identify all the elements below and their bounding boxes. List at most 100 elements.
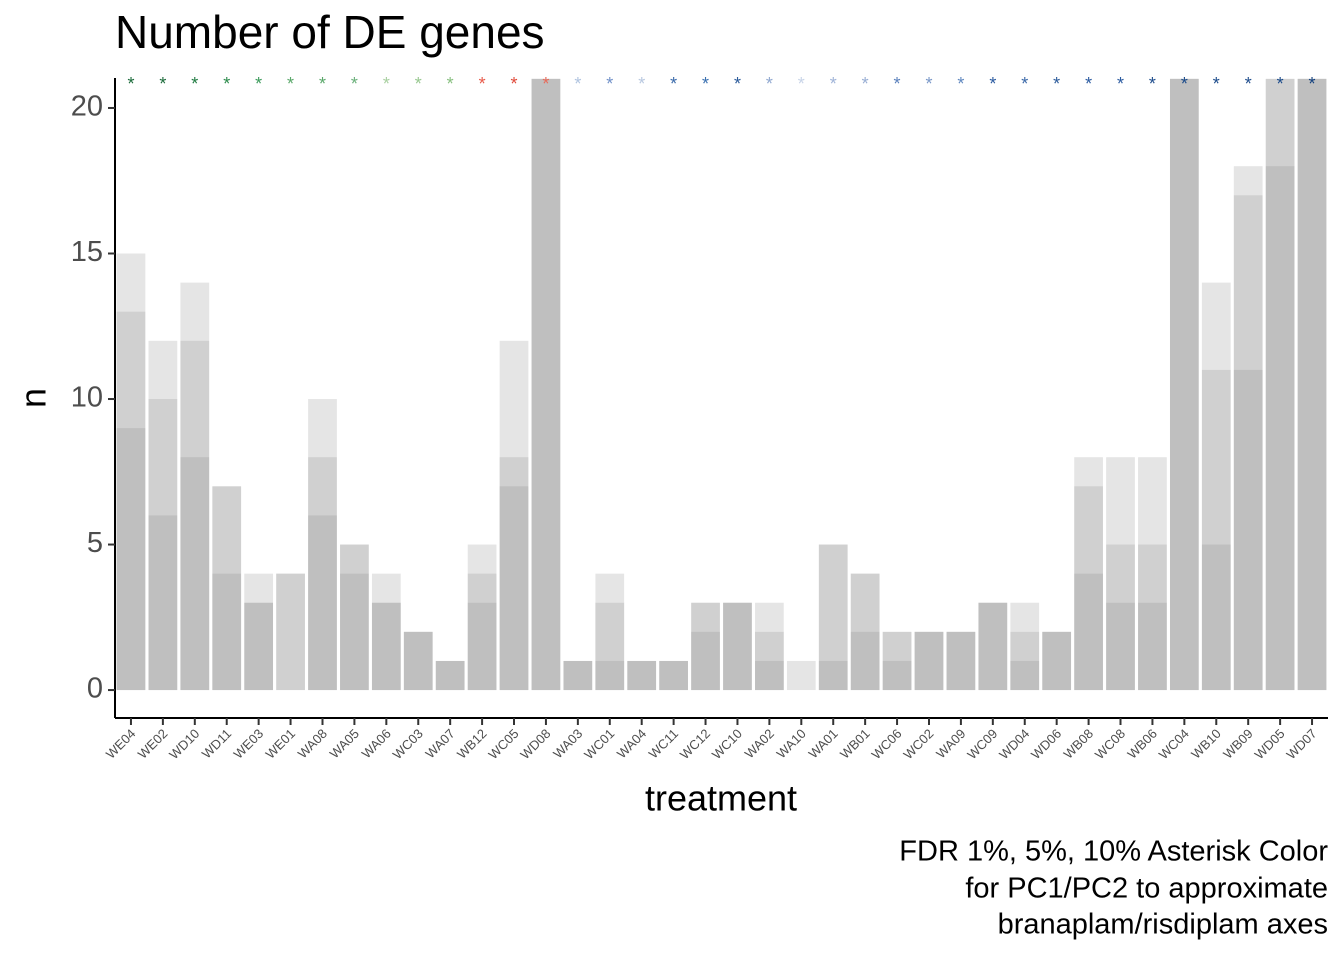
bar xyxy=(116,311,146,691)
bar xyxy=(435,660,465,691)
asterisk: * xyxy=(1053,74,1060,94)
bar xyxy=(212,573,242,691)
bar xyxy=(180,340,210,691)
bar xyxy=(882,660,912,691)
bar xyxy=(371,573,401,691)
bar xyxy=(1074,573,1103,691)
bar xyxy=(244,602,274,691)
x-tick-label: WD06 xyxy=(1028,726,1064,762)
x-tick-label: WB06 xyxy=(1124,726,1160,762)
x-tick-label: WA05 xyxy=(327,726,362,761)
bar xyxy=(1106,457,1135,691)
bar xyxy=(1169,78,1199,691)
bar xyxy=(371,602,401,691)
bar xyxy=(371,602,401,691)
asterisk: * xyxy=(574,74,581,94)
asterisk: * xyxy=(447,74,454,94)
bar xyxy=(850,573,880,691)
bar xyxy=(531,78,561,691)
x-tick-label: WA03 xyxy=(550,726,585,761)
asterisk: * xyxy=(989,74,996,94)
bar xyxy=(818,660,848,691)
bar xyxy=(308,457,337,691)
x-tick-label: WD04 xyxy=(996,726,1032,762)
bar xyxy=(786,660,816,691)
x-tick-label: WC05 xyxy=(485,726,521,762)
bar xyxy=(1169,78,1199,691)
bar xyxy=(212,486,242,691)
bar xyxy=(882,631,912,691)
asterisk: * xyxy=(798,74,805,94)
asterisk: * xyxy=(670,74,677,94)
bar xyxy=(627,660,657,691)
x-tick-label: WC01 xyxy=(581,726,617,762)
bar xyxy=(914,631,944,691)
bar xyxy=(946,631,976,691)
y-tick-label: 10 xyxy=(71,382,103,414)
asterisk: * xyxy=(351,74,358,94)
bar xyxy=(850,573,880,691)
bar xyxy=(403,631,433,691)
asterisk: * xyxy=(766,74,773,94)
asterisk: * xyxy=(383,74,390,94)
bar xyxy=(212,486,242,691)
bar xyxy=(595,602,625,691)
bar xyxy=(499,457,529,691)
bar xyxy=(978,602,1008,691)
x-tick-label: WC04 xyxy=(1156,726,1192,762)
asterisk: * xyxy=(255,74,262,94)
bar xyxy=(659,660,688,691)
bar xyxy=(531,78,561,691)
bar xyxy=(595,573,625,691)
bar xyxy=(403,631,433,691)
asterisk: * xyxy=(1085,74,1092,94)
bar xyxy=(116,253,146,691)
x-tick-label: WE04 xyxy=(103,726,139,762)
x-tick-label: WC06 xyxy=(868,726,904,762)
bar xyxy=(1265,78,1295,691)
bar xyxy=(1010,660,1040,691)
x-tick-label: WA01 xyxy=(805,726,840,761)
bar xyxy=(180,282,210,691)
asterisk: * xyxy=(1117,74,1124,94)
bar xyxy=(467,602,497,691)
bar xyxy=(1233,166,1263,691)
caption-line: branaplam/risdiplam axes xyxy=(998,909,1328,941)
bar xyxy=(1233,369,1263,691)
bar xyxy=(1297,78,1327,691)
asterisk: * xyxy=(862,74,869,94)
asterisk: * xyxy=(191,74,198,94)
asterisk: * xyxy=(415,74,422,94)
bar xyxy=(946,631,976,691)
bar xyxy=(755,602,784,691)
asterisk: * xyxy=(925,74,932,94)
x-tick-label: WB12 xyxy=(454,726,490,762)
x-tick-label: WB08 xyxy=(1061,726,1097,762)
bar xyxy=(1201,544,1231,691)
x-tick-label: WE02 xyxy=(135,726,171,762)
bar xyxy=(180,457,210,691)
bar xyxy=(755,660,784,691)
asterisk: * xyxy=(223,74,230,94)
x-axis-title: treatment xyxy=(645,778,797,819)
bar xyxy=(723,602,752,691)
x-tick-label: WB01 xyxy=(837,726,873,762)
bar xyxy=(850,631,880,691)
bar xyxy=(1201,282,1231,691)
bar xyxy=(914,631,944,691)
asterisk: * xyxy=(957,74,964,94)
bar xyxy=(499,340,529,691)
asterisk: * xyxy=(1181,74,1188,94)
bar xyxy=(276,573,305,691)
bar xyxy=(1265,78,1295,691)
y-axis-title: n xyxy=(13,388,54,408)
bar xyxy=(435,660,465,691)
bar xyxy=(148,340,178,691)
bar xyxy=(627,660,657,691)
x-tick-label: WA06 xyxy=(359,726,394,761)
asterisk: * xyxy=(1021,74,1028,94)
y-tick-label: 5 xyxy=(87,527,103,559)
x-tick-label: WD08 xyxy=(517,726,553,762)
y-tick-label: 0 xyxy=(87,673,103,705)
asterisk: * xyxy=(287,74,294,94)
